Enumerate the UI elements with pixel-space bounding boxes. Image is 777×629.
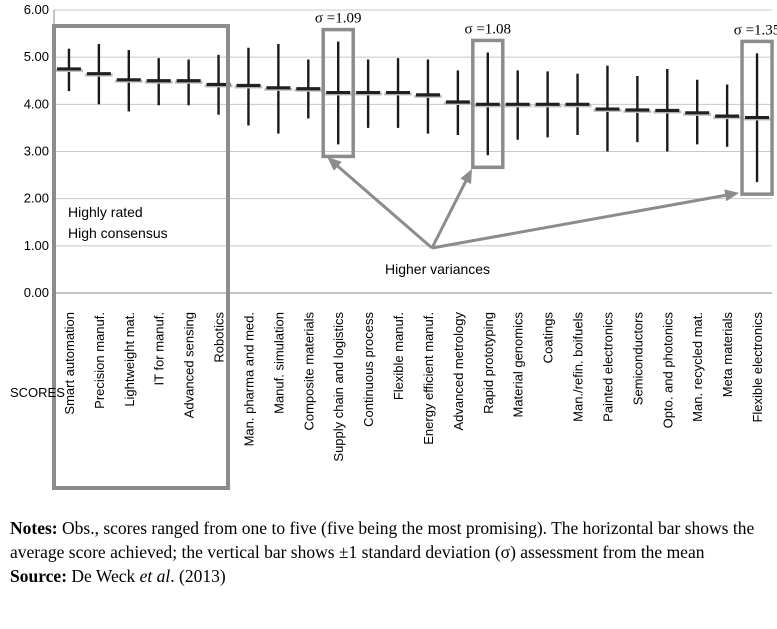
y-tick-label: 1.00 (24, 238, 49, 253)
sigma-label: σ =1.08 (465, 21, 512, 37)
source-line: Source: De Weck et al. (2013) (10, 564, 770, 588)
category-label: Rapid prototyping (481, 312, 496, 414)
source-author: De Weck (67, 566, 140, 586)
variance-arrowhead (724, 189, 740, 202)
variance-label: Higher variances (385, 261, 490, 277)
high-variance-box (321, 27, 355, 159)
category-label: Advanced metrology (451, 312, 466, 431)
category-label: Manuf. simulation (271, 312, 286, 414)
category-label: Man. recycled mat. (690, 312, 705, 422)
category-label: Smart automation (62, 312, 77, 415)
error-bars (54, 41, 772, 183)
category-label: Continuous process (361, 312, 376, 427)
category-label: Precision manuf. (92, 312, 107, 409)
high-variance-box (740, 39, 774, 196)
sigma-label: σ =1.09 (315, 11, 362, 27)
category-label: Material genomics (511, 312, 526, 418)
source-label: Source: (10, 566, 68, 586)
category-label: Lightweight mat. (122, 312, 137, 407)
category-label: Man./refin. boifuels (571, 312, 586, 422)
score-chart: 0.00 1.00 2.00 3.00 4.00 5.00 6.00 Smart autom… (10, 2, 777, 490)
grid-lines (54, 9, 772, 294)
variance-arrowhead (327, 157, 342, 171)
y-tick-label: 4.00 (24, 96, 49, 111)
category-label: Flexible manuf. (391, 312, 406, 400)
variance-arrow (430, 177, 469, 249)
y-tick-label: 3.00 (24, 144, 49, 159)
category-label: IT for manuf. (152, 312, 167, 385)
sigma-label: σ =1.35 (734, 22, 777, 38)
category-label: Composite materials (301, 312, 316, 431)
y-tick-label: 6.00 (24, 2, 49, 17)
category-labels: Smart automation Precision manuf. Lightwei… (62, 312, 765, 462)
y-tick-label: 0.00 (24, 285, 49, 300)
variance-arrowhead (460, 168, 472, 185)
category-label: Semiconductors (630, 312, 645, 406)
variance-arrow (333, 162, 433, 250)
annotations: Highly rated High consensus σ =1.09 σ =1.08… (52, 11, 777, 490)
category-label: Man. pharma and med. (241, 312, 256, 446)
high-variance-box (471, 38, 505, 170)
notes-text: Obs., scores ranged from one to five (fi… (10, 518, 755, 562)
category-label: Robotics (212, 312, 227, 363)
group-label-line1: Highly rated (68, 204, 143, 220)
source-etal: et al (139, 566, 171, 586)
category-label: Energy efficient manuf. (421, 312, 436, 445)
variance-arrow (431, 193, 730, 250)
category-label: Flexible electronics (750, 312, 765, 423)
category-label: Supply chain and logistics (331, 312, 346, 462)
y-tick-label: 2.00 (24, 191, 49, 206)
group-label-line2: High consensus (68, 225, 168, 241)
notes-paragraph: Notes: Obs., scores ranged from one to f… (10, 516, 770, 564)
category-label: Advanced sensing (182, 312, 197, 418)
y-tick-label: 5.00 (24, 49, 49, 64)
y-axis-label: SCORES (10, 385, 65, 400)
category-label: Opto. and photonics (660, 312, 675, 429)
notes-label: Notes: (10, 518, 58, 538)
source-year: . (2013) (170, 566, 226, 586)
category-label: Meta materials (720, 312, 735, 398)
high-consensus-box (52, 24, 230, 490)
category-label: Coatings (541, 312, 556, 364)
category-label: Painted electronics (600, 312, 615, 422)
y-axis: 0.00 1.00 2.00 3.00 4.00 5.00 6.00 (24, 2, 772, 300)
notes-block: Notes: Obs., scores ranged from one to f… (10, 516, 770, 588)
